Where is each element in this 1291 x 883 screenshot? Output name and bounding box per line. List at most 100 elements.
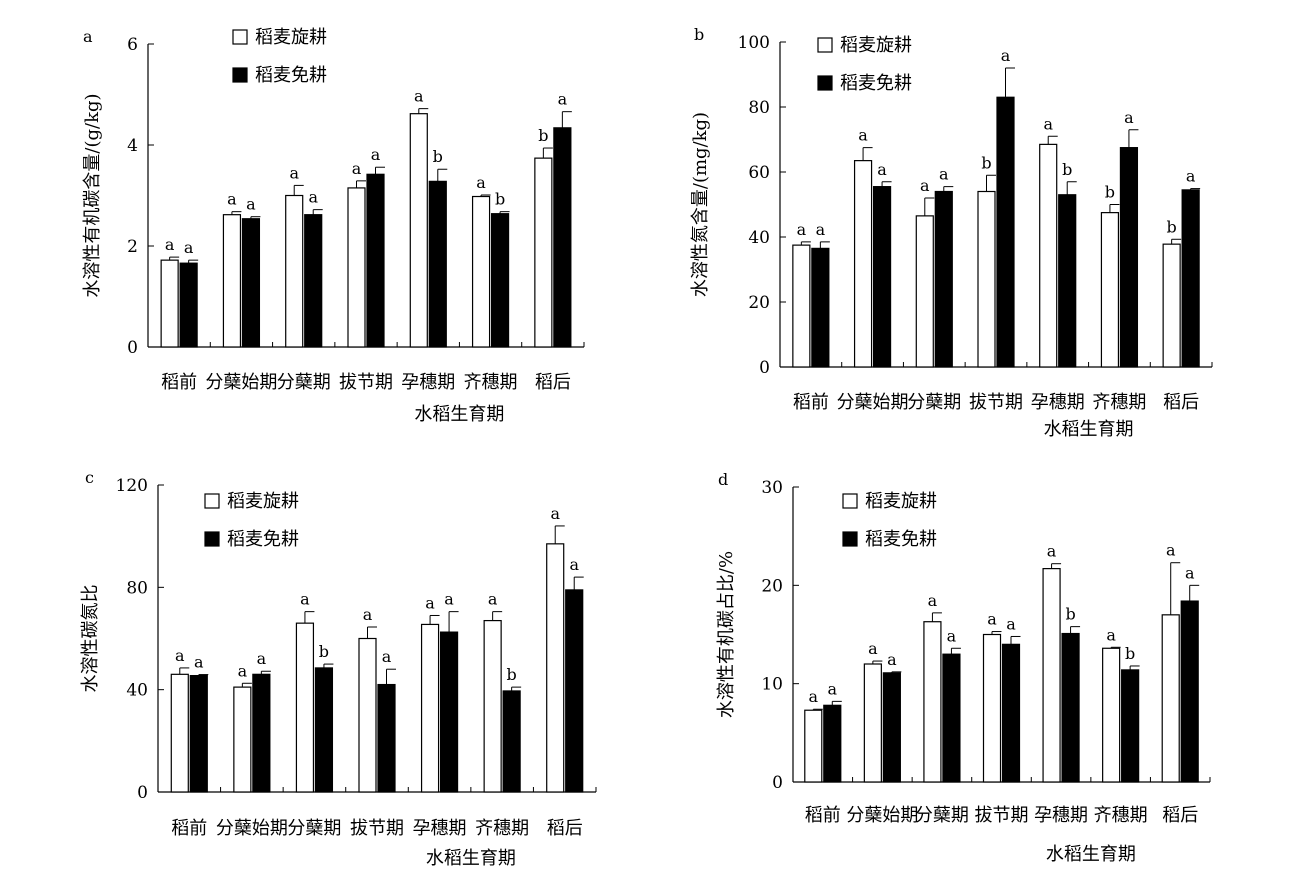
significance-letter: a — [1047, 542, 1057, 561]
significance-letter: a — [414, 87, 424, 106]
x-category-label: 齐穗期 — [464, 372, 518, 393]
significance-letter: a — [382, 647, 392, 666]
y-tick-label: 2 — [127, 237, 138, 257]
y-tick-label: 30 — [761, 478, 783, 498]
x-category-label: 齐穗期 — [475, 818, 529, 839]
bar-rotary — [1042, 568, 1061, 783]
panel-letter: b — [694, 25, 704, 44]
legend-swatch — [842, 493, 858, 509]
bar-rotary — [160, 259, 179, 348]
y-axis-label: 水溶性碳氮比 — [80, 585, 101, 693]
significance-letter: a — [444, 590, 454, 609]
legend-swatch — [842, 531, 858, 547]
x-category-label: 孕穗期 — [1031, 392, 1085, 413]
y-tick-label: 4 — [127, 136, 138, 156]
y-axis-label: 水溶性有机碳含量/(g/kg) — [82, 93, 103, 297]
significance-letter: a — [257, 649, 267, 668]
x-category-label: 稻后 — [547, 818, 583, 839]
significance-letter: a — [1043, 114, 1053, 133]
bar-notill — [1121, 669, 1140, 783]
y-tick-label: 0 — [127, 338, 138, 358]
panel-letter: a — [83, 27, 93, 46]
significance-letter: a — [246, 195, 256, 214]
bar-notill — [377, 683, 396, 793]
significance-letter: a — [165, 235, 175, 254]
y-tick-label: 0 — [772, 773, 783, 793]
bar-notill — [304, 214, 323, 348]
panel-b: b 0 20 40 60 80 100 水溶性氮含量/(mg/kg) 稻前 分蘖始期分蘖期 拔节期孕… — [690, 25, 1213, 440]
significance-letter: a — [797, 220, 807, 239]
y-tick-label: 20 — [761, 576, 783, 596]
bar-rotary — [471, 195, 491, 348]
y-tick-label: 100 — [738, 33, 770, 53]
significance-letter: a — [238, 661, 248, 680]
significance-letter: b — [1125, 644, 1135, 663]
legend-swatch — [817, 75, 833, 91]
legend-label: 稻麦免耕 — [840, 73, 912, 94]
x-axis-label: 水稻生育期 — [1046, 844, 1136, 865]
y-tick-label: 40 — [748, 228, 770, 248]
bar-notill — [1061, 632, 1080, 783]
bar-notill — [942, 653, 961, 783]
legend-label: 稻麦免耕 — [255, 65, 327, 86]
significance-letter: a — [1186, 167, 1196, 186]
legend-label: 稻麦旋耕 — [255, 27, 327, 48]
bar-rotary — [170, 673, 189, 793]
x-category-label: 稻前 — [161, 372, 197, 393]
bar-rotary — [977, 190, 996, 368]
panel-a: a 0 2 4 6 水溶性有机碳含量/(g/kg) 稻前 分蘖始期 分蘖期 拔节期 孕穗期 齐穗期 稻后… — [82, 27, 585, 425]
significance-letter: a — [488, 590, 498, 609]
significance-letter: a — [1106, 625, 1116, 644]
panel-letter: c — [85, 468, 94, 487]
significance-letter: a — [858, 126, 868, 145]
significance-letter: b — [1167, 217, 1177, 236]
y-tick-label: 40 — [126, 681, 148, 701]
x-category-label: 孕穗期 — [1034, 805, 1088, 826]
bar-rotary — [285, 194, 304, 348]
significance-letter: a — [1166, 541, 1176, 560]
significance-letter: b — [1065, 605, 1075, 624]
y-tick-label: 20 — [748, 293, 770, 313]
significance-letter: a — [928, 591, 938, 610]
x-category-label: 分蘖始期 — [846, 805, 918, 826]
significance-letter: a — [809, 687, 819, 706]
y-tick-label: 80 — [126, 578, 148, 598]
bar-rotary — [804, 709, 823, 783]
significance-letter: a — [175, 646, 185, 665]
x-category-label: 孕穗期 — [401, 372, 455, 393]
x-category-label: 拔节期 — [969, 392, 1023, 413]
y-tick-label: 0 — [759, 358, 770, 378]
x-axis-label: 水稻生育期 — [426, 848, 516, 869]
bar-notill — [439, 631, 459, 793]
bar-notill — [1058, 194, 1077, 368]
x-category-label: 稻前 — [793, 392, 829, 413]
bar-notill — [811, 247, 830, 368]
bar-rotary — [863, 663, 882, 783]
bar-notill — [872, 186, 892, 368]
bar-rotary — [1102, 647, 1121, 783]
x-category-label: 孕穗期 — [413, 818, 467, 839]
x-category-label: 拔节期 — [339, 372, 393, 393]
x-category-label: 稻后 — [1163, 392, 1199, 413]
bar-notill — [189, 674, 208, 793]
bar-rotary — [915, 215, 934, 368]
y-tick-label: 60 — [748, 163, 770, 183]
bar-rotary — [233, 686, 252, 793]
x-category-label: 稻后 — [535, 372, 571, 393]
significance-letter: a — [947, 626, 957, 645]
bar-notill — [428, 180, 447, 348]
x-category-label: 分蘖期 — [915, 805, 969, 826]
x-category-label: 分蘖期 — [907, 392, 961, 413]
significance-letter: a — [816, 220, 826, 239]
significance-letter: a — [569, 555, 579, 574]
significance-letter: b — [1062, 160, 1072, 179]
significance-letter: a — [887, 650, 897, 669]
bar-rotary — [792, 244, 811, 368]
x-category-label: 齐穗期 — [1094, 805, 1148, 826]
bar-rotary — [546, 543, 565, 793]
bar-rotary — [1161, 614, 1180, 783]
bar-notill — [565, 589, 584, 793]
x-category-label: 分蘖始期 — [837, 392, 909, 413]
